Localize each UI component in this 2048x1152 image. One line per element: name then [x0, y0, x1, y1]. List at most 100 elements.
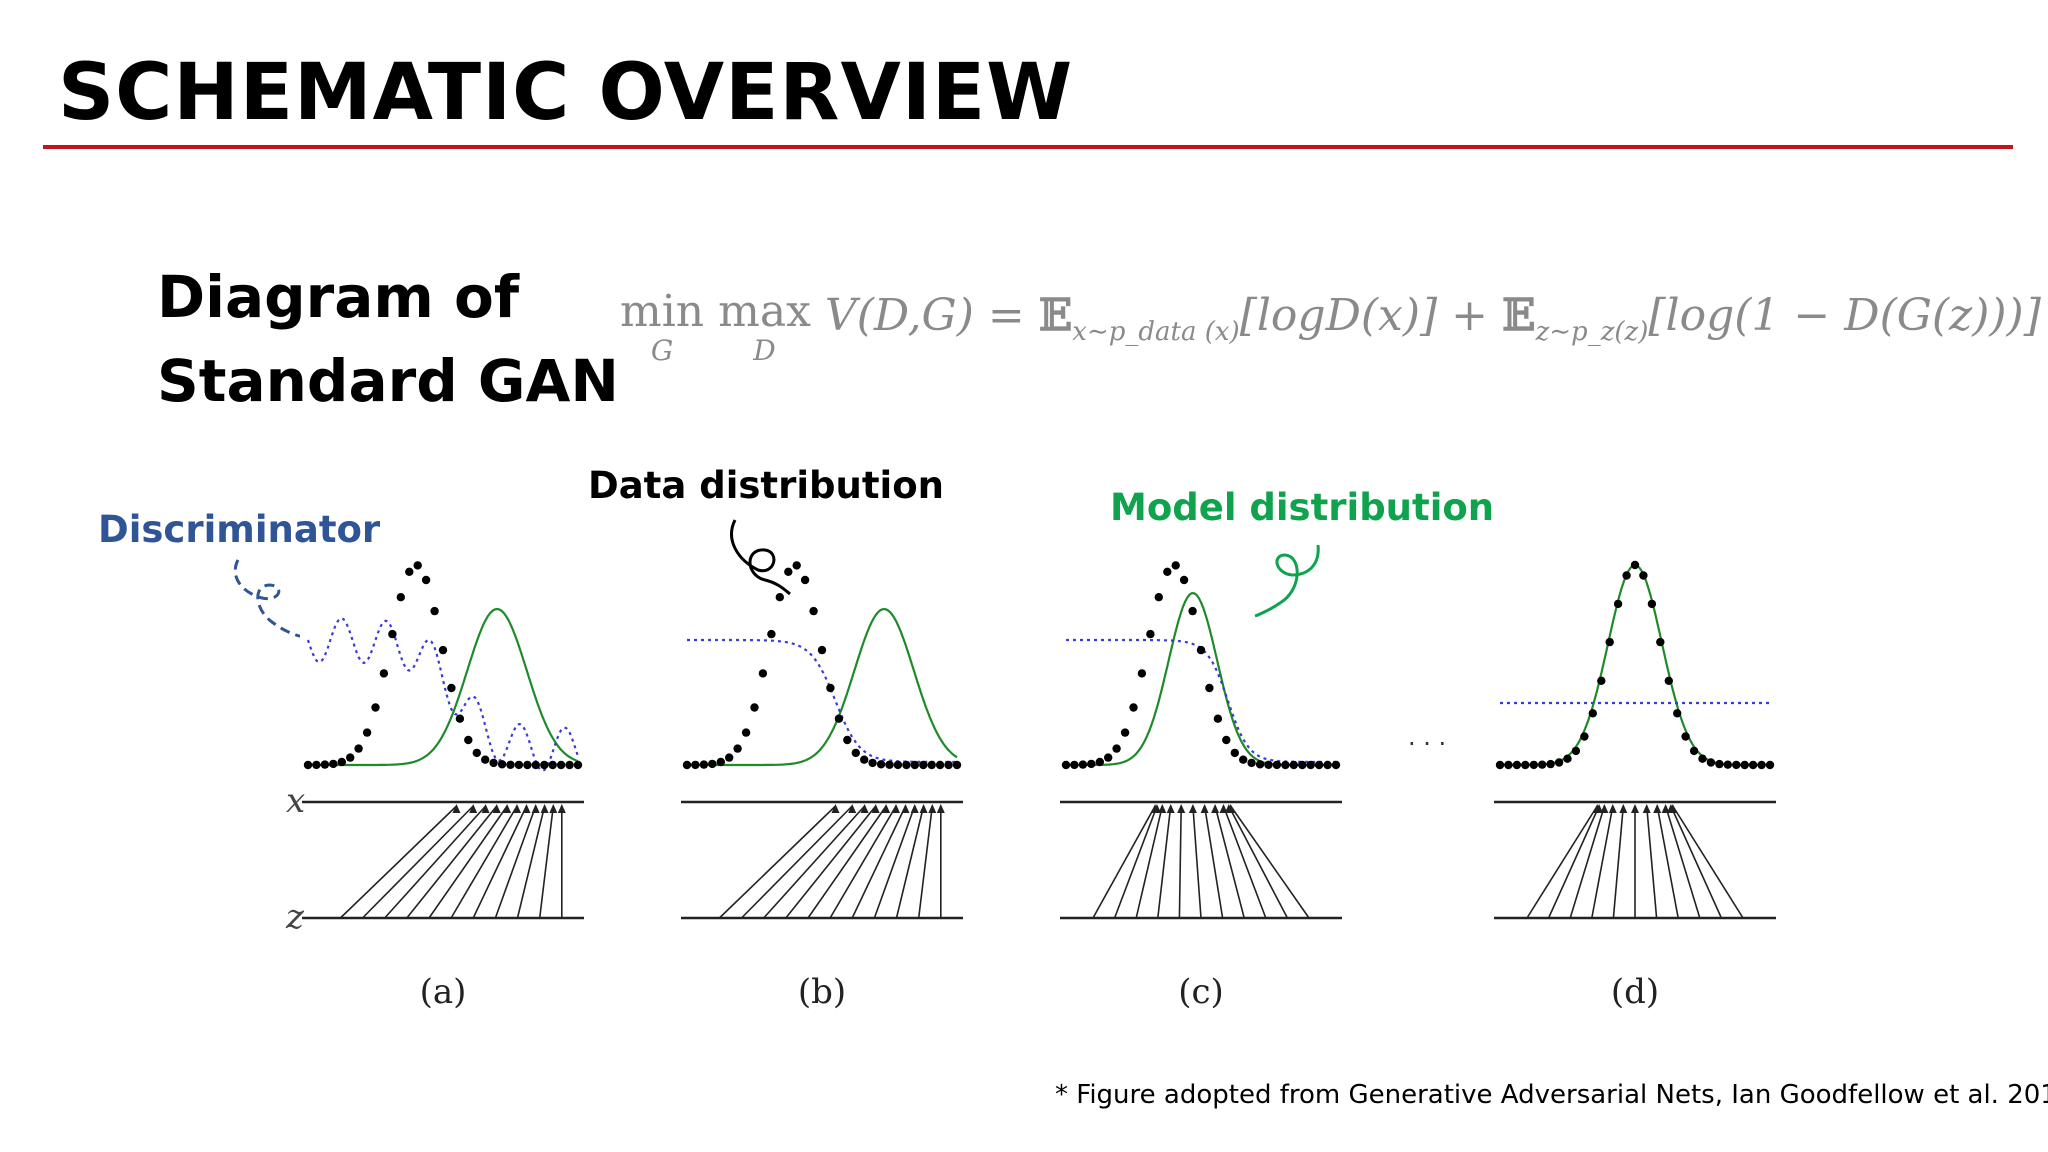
mapping-ray-b — [873, 805, 916, 919]
data-point-a — [556, 760, 566, 770]
data-point-d — [1757, 760, 1766, 770]
data-point-d — [1765, 760, 1775, 770]
data-point-c — [1281, 760, 1290, 770]
data-point-b — [893, 760, 903, 770]
mapping-ray-c — [1157, 805, 1172, 919]
data-point-b — [910, 760, 919, 770]
data-point-d — [1715, 759, 1724, 769]
data-point-b — [800, 575, 810, 585]
data-point-d — [1740, 760, 1749, 770]
mapping-arrowhead-a — [540, 804, 549, 813]
data-point-b — [758, 669, 768, 678]
data-point-a — [548, 760, 557, 770]
mapping-arrowhead-c — [1166, 804, 1175, 813]
mapping-arrowhead-b — [860, 804, 869, 813]
mapping-ray-c — [1113, 805, 1158, 919]
data-point-a — [489, 758, 498, 768]
data-point-b — [935, 760, 945, 770]
data-point-c — [1255, 760, 1265, 769]
data-point-b — [708, 759, 717, 769]
mapping-ray-a — [516, 805, 546, 919]
formula-expectation-1-sub: x∼p_data (x) — [1072, 316, 1240, 347]
mapping-arrowhead-d — [1600, 804, 1609, 813]
data-point-b — [733, 744, 742, 753]
mapping-arrowhead-d — [1668, 804, 1677, 813]
data-point-a — [481, 755, 490, 764]
mapping-ray-a — [472, 805, 528, 919]
mapping-ray-d — [1612, 805, 1625, 919]
data-point-b — [902, 760, 911, 770]
mapping-ray-b — [740, 805, 853, 919]
mapping-ray-d — [1670, 805, 1723, 919]
data-point-d — [1748, 760, 1758, 770]
mapping-arrowhead-d — [1653, 804, 1662, 813]
data-point-b — [826, 683, 835, 693]
data-point-c — [1129, 703, 1138, 712]
mapping-ray-b — [917, 805, 934, 919]
model-distribution-label: Model distribution — [1110, 486, 1495, 529]
data-point-c — [1171, 561, 1180, 570]
mapping-ray-b — [785, 805, 877, 919]
data-point-c — [1196, 645, 1206, 655]
data-point-c — [1323, 760, 1332, 770]
mapping-arrowhead-c — [1219, 804, 1228, 813]
data-point-c — [1272, 760, 1282, 770]
data-point-b — [876, 760, 886, 769]
data-point-a — [540, 760, 549, 770]
formula-min: min G — [620, 286, 705, 368]
mapping-ray-b — [829, 805, 897, 919]
figure-panels: (a) (b) (c) (d) — [302, 560, 1776, 1012]
mapping-arrowhead-b — [928, 804, 937, 813]
data-point-b — [725, 753, 734, 762]
data-point-b — [699, 760, 709, 769]
mapping-ray-a — [406, 805, 498, 919]
data-distribution-pointer — [730, 519, 791, 596]
mapping-arrowhead-c — [1153, 804, 1161, 813]
mapping-arrowhead-c — [1226, 804, 1235, 813]
mapping-ray-d — [1664, 805, 1701, 919]
panel-label-c: (c) — [1178, 972, 1224, 1012]
data-point-a — [565, 760, 574, 770]
gan-objective-formula: min G max D V(D,G) = 𝔼x∼p_data (x)[logD(… — [620, 290, 2041, 380]
mapping-arrowhead-b — [882, 804, 891, 813]
data-point-c — [1331, 760, 1341, 770]
data-point-a — [421, 575, 431, 585]
data-distribution-label: Data distribution — [588, 464, 944, 507]
formula-term-2: [log(1 − D(G(z)))] — [1648, 290, 2041, 341]
data-point-d — [1554, 758, 1564, 767]
data-point-b — [784, 567, 793, 576]
data-point-c — [1104, 753, 1113, 762]
mapping-arrowhead-b — [919, 804, 928, 813]
mapping-arrowhead-a — [469, 804, 478, 813]
data-point-c — [1213, 714, 1223, 723]
data-point-d — [1580, 732, 1589, 741]
panel-label-b: (b) — [798, 972, 846, 1012]
data-point-c — [1306, 760, 1315, 770]
data-point-a — [362, 728, 372, 737]
data-point-a — [337, 757, 346, 767]
data-point-d — [1571, 746, 1581, 756]
data-point-b — [691, 760, 700, 770]
data-point-c — [1222, 735, 1231, 745]
data-point-c — [1137, 669, 1147, 678]
data-point-d — [1538, 760, 1547, 769]
data-point-a — [303, 760, 313, 770]
mapping-ray-b — [851, 805, 907, 919]
formula-max: max D — [718, 286, 811, 368]
x-axis-label: x — [286, 781, 305, 821]
data-point-a — [371, 703, 380, 712]
data-point-c — [1247, 758, 1256, 768]
mapping-arrowhead-c — [1211, 804, 1220, 813]
mapping-ray-c — [1228, 805, 1289, 919]
data-point-d — [1546, 759, 1555, 769]
mapping-ray-a — [384, 805, 487, 919]
data-point-a — [329, 759, 338, 769]
mapping-ray-d — [1672, 805, 1744, 919]
mapping-ray-c — [1135, 805, 1164, 919]
data-point-c — [1298, 760, 1307, 770]
mapping-arrowhead-b — [901, 804, 910, 813]
data-point-d — [1723, 760, 1733, 769]
data-point-a — [379, 669, 389, 678]
data-point-c — [1239, 755, 1248, 764]
